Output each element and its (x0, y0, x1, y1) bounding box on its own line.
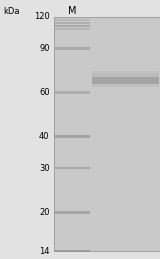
Bar (54, 91, 90, 93)
Bar (92, 76, 159, 84)
Bar (92, 83, 159, 87)
Text: 60: 60 (39, 88, 50, 97)
Bar (54, 211, 90, 214)
Text: 40: 40 (39, 132, 50, 141)
Bar (92, 74, 159, 78)
Bar (54, 19, 90, 21)
Text: M: M (68, 5, 76, 16)
Text: kDa: kDa (3, 6, 20, 16)
Text: 14: 14 (39, 247, 50, 256)
Text: 30: 30 (39, 164, 50, 172)
Bar (54, 135, 90, 138)
Bar (54, 250, 90, 252)
Text: 120: 120 (34, 12, 50, 21)
Bar (54, 17, 160, 251)
Bar (54, 28, 90, 30)
Bar (54, 22, 90, 24)
Text: 90: 90 (39, 44, 50, 53)
Bar (54, 25, 90, 27)
Text: 20: 20 (39, 208, 50, 217)
Bar (92, 71, 159, 75)
Bar (54, 47, 90, 49)
Bar (54, 167, 90, 169)
